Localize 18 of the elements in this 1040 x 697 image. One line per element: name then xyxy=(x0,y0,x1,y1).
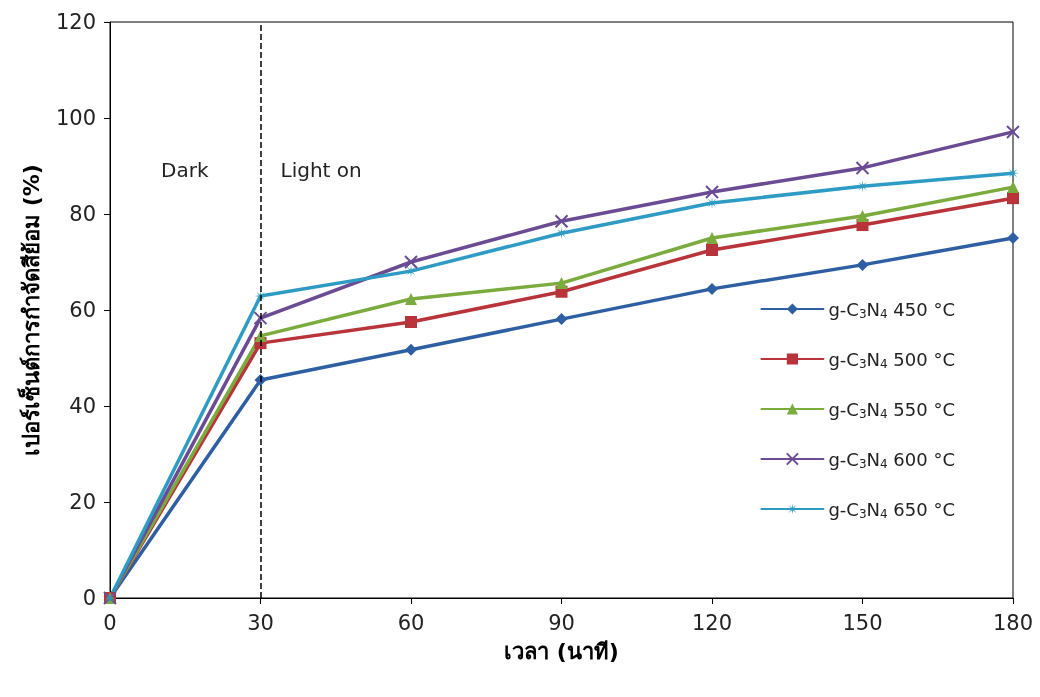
y-tick-label: 20 xyxy=(69,490,96,514)
x-tick-label: 120 xyxy=(691,610,733,635)
y-tick-label: 100 xyxy=(55,106,96,130)
annotation: Dark xyxy=(161,158,209,182)
x-axis-title: เวลา (นาที) xyxy=(504,638,619,664)
y-tick-label: 40 xyxy=(69,394,96,418)
y-tick-label: 60 xyxy=(69,298,96,322)
x-tick-label: 150 xyxy=(842,610,883,635)
y-axis-title: เปอร์เซ็นต์การกำจัดสีย้อม (%) xyxy=(16,164,44,456)
annotation: Light on xyxy=(280,158,362,182)
y-tick-label: 80 xyxy=(69,202,96,226)
x-tick-label: 90 xyxy=(548,610,575,635)
x-tick-label: 60 xyxy=(397,610,425,635)
y-tick-label: 120 xyxy=(55,10,96,34)
x-tick-label: 30 xyxy=(247,610,274,635)
y-tick-label: 0 xyxy=(82,586,96,610)
x-tick-label: 0 xyxy=(103,610,117,635)
x-tick-label: 180 xyxy=(992,610,1034,635)
